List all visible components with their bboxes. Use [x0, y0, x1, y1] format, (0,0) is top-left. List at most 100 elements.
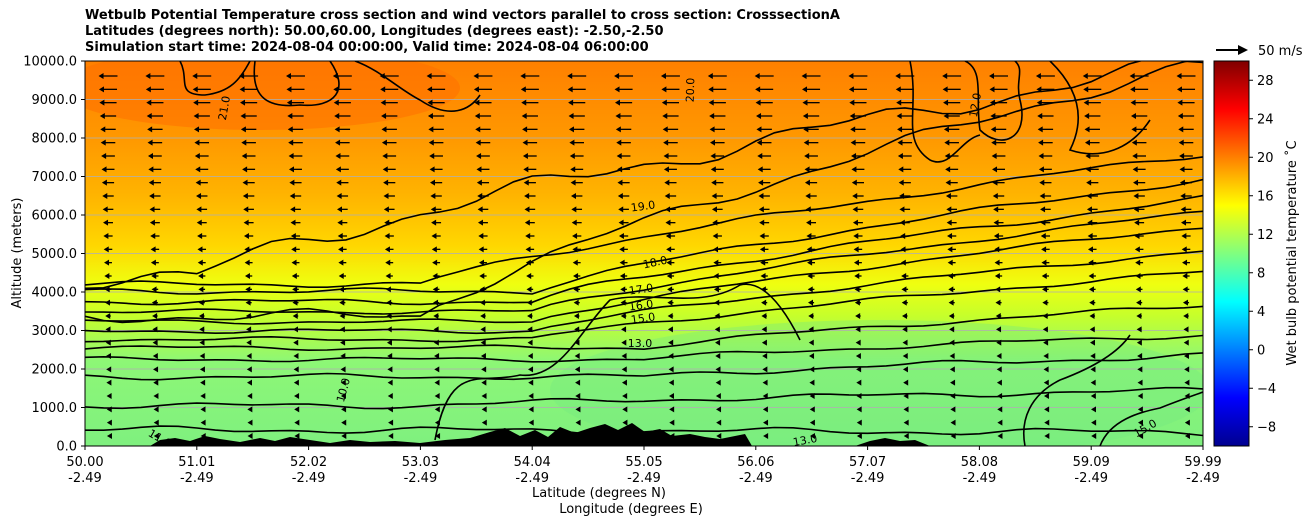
- wind-arrow: [294, 393, 300, 399]
- wind-arrow: [1038, 139, 1053, 146]
- x-axis-label-lon: Longitude (degrees E): [559, 502, 703, 517]
- wind-arrow: [429, 166, 443, 173]
- wind-arrow: [1083, 86, 1102, 93]
- wind-arrow: [808, 339, 814, 346]
- wind-arrow: [103, 246, 113, 253]
- wind-arrow: [289, 179, 302, 186]
- wind-arrow: [1184, 433, 1190, 439]
- wind-arrow: [1040, 206, 1051, 213]
- wind-arrow: [572, 233, 582, 239]
- wind-arrow: [995, 286, 1002, 293]
- wind-arrow: [614, 86, 633, 93]
- wind-arrow: [291, 259, 300, 266]
- wind-arrow: [763, 433, 769, 439]
- wind-arrow: [856, 406, 862, 413]
- wind-arrow: [660, 73, 680, 79]
- wind-arrow: [1181, 233, 1191, 239]
- contour-line: [85, 334, 1203, 363]
- svg-text:21.0: 21.0: [216, 95, 233, 121]
- wind-arrow: [473, 73, 493, 79]
- wind-arrow: [1091, 433, 1097, 439]
- wind-arrow: [339, 299, 346, 306]
- wind-arrow: [145, 73, 165, 79]
- title-line-3: Simulation start time: 2024-08-04 00:00:…: [85, 40, 649, 55]
- wind-arrow: [805, 206, 817, 213]
- wind-arrow: [292, 313, 299, 319]
- contour-line: [85, 270, 1203, 343]
- wind-arrow: [336, 179, 349, 186]
- contour-line: [85, 352, 1203, 381]
- wind-arrow: [994, 246, 1003, 253]
- wind-arrow: [193, 99, 211, 106]
- wind-arrow: [387, 393, 393, 399]
- wind-arrow: [433, 339, 439, 346]
- wind-arrow: [387, 406, 393, 413]
- wind-arrow: [523, 179, 536, 186]
- wind-arrow: [247, 406, 253, 413]
- contour-line: [1099, 391, 1203, 446]
- wind-arrow: [98, 86, 118, 93]
- wind-arrow: [943, 99, 961, 106]
- wind-arrow: [902, 326, 908, 333]
- wind-arrow: [522, 126, 538, 133]
- wind-arrow: [1038, 153, 1053, 159]
- wind-arrow: [1183, 353, 1189, 359]
- wind-arrow: [385, 273, 393, 279]
- wind-arrow: [194, 139, 210, 146]
- wind-arrow: [523, 166, 537, 173]
- wind-arrow: [104, 259, 112, 266]
- wind-arrow: [903, 406, 909, 413]
- wind-arrow: [153, 366, 159, 373]
- wind-arrow: [246, 326, 252, 333]
- wind-arrow: [340, 339, 346, 346]
- wind-arrow: [903, 393, 909, 399]
- wind-arrow: [707, 73, 727, 79]
- wind-arrow: [285, 73, 305, 79]
- wind-arrow: [1041, 259, 1050, 266]
- wind-arrow: [478, 233, 488, 239]
- wind-arrow: [619, 259, 628, 266]
- wind-arrow: [1084, 139, 1100, 146]
- contour-line: [85, 178, 1203, 295]
- wind-arrow: [949, 326, 955, 333]
- wind-arrow: [335, 153, 350, 159]
- svg-text:16.0: 16.0: [628, 297, 654, 313]
- wind-arrow: [943, 113, 960, 119]
- wind-arrow: [761, 339, 767, 346]
- wind-arrow: [714, 299, 721, 306]
- wind-arrow: [851, 166, 865, 173]
- wind-arrow: [151, 286, 159, 293]
- wind-arrow: [1179, 179, 1193, 186]
- wind-arrow: [712, 219, 723, 226]
- wind-arrow: [667, 286, 674, 293]
- wind-arrow: [428, 139, 444, 146]
- wind-arrow: [151, 299, 158, 306]
- wind-arrow: [100, 126, 116, 133]
- wind-arrow: [809, 393, 815, 399]
- contour-line: [85, 227, 1203, 325]
- wind-arrow: [856, 366, 862, 373]
- wind-arrow: [200, 393, 206, 399]
- wind-arrow: [1136, 313, 1142, 319]
- wind-arrow: [337, 219, 348, 226]
- wind-arrow: [708, 99, 726, 106]
- wind-arrow: [293, 366, 299, 373]
- wind-arrow: [989, 86, 1008, 93]
- wind-arrow: [1084, 126, 1100, 133]
- wind-arrow: [853, 233, 863, 239]
- wind-arrow: [247, 419, 253, 426]
- wind-arrow: [902, 366, 908, 373]
- wind-arrow: [148, 166, 162, 173]
- wind-arrow: [432, 286, 440, 293]
- x-axis-label-lat: Latitude (degrees N): [532, 486, 666, 501]
- wind-arrow: [380, 99, 398, 106]
- wind-arrow: [381, 139, 397, 146]
- wind-arrow: [1180, 193, 1192, 199]
- wind-arrow: [663, 139, 678, 146]
- wind-arrow: [662, 113, 679, 119]
- wind-arrow: [200, 419, 206, 426]
- wind-arrow: [942, 73, 962, 79]
- wind-arrow: [106, 433, 112, 439]
- wind-arrow: [716, 433, 722, 439]
- contour-label: 15.0: [630, 310, 656, 326]
